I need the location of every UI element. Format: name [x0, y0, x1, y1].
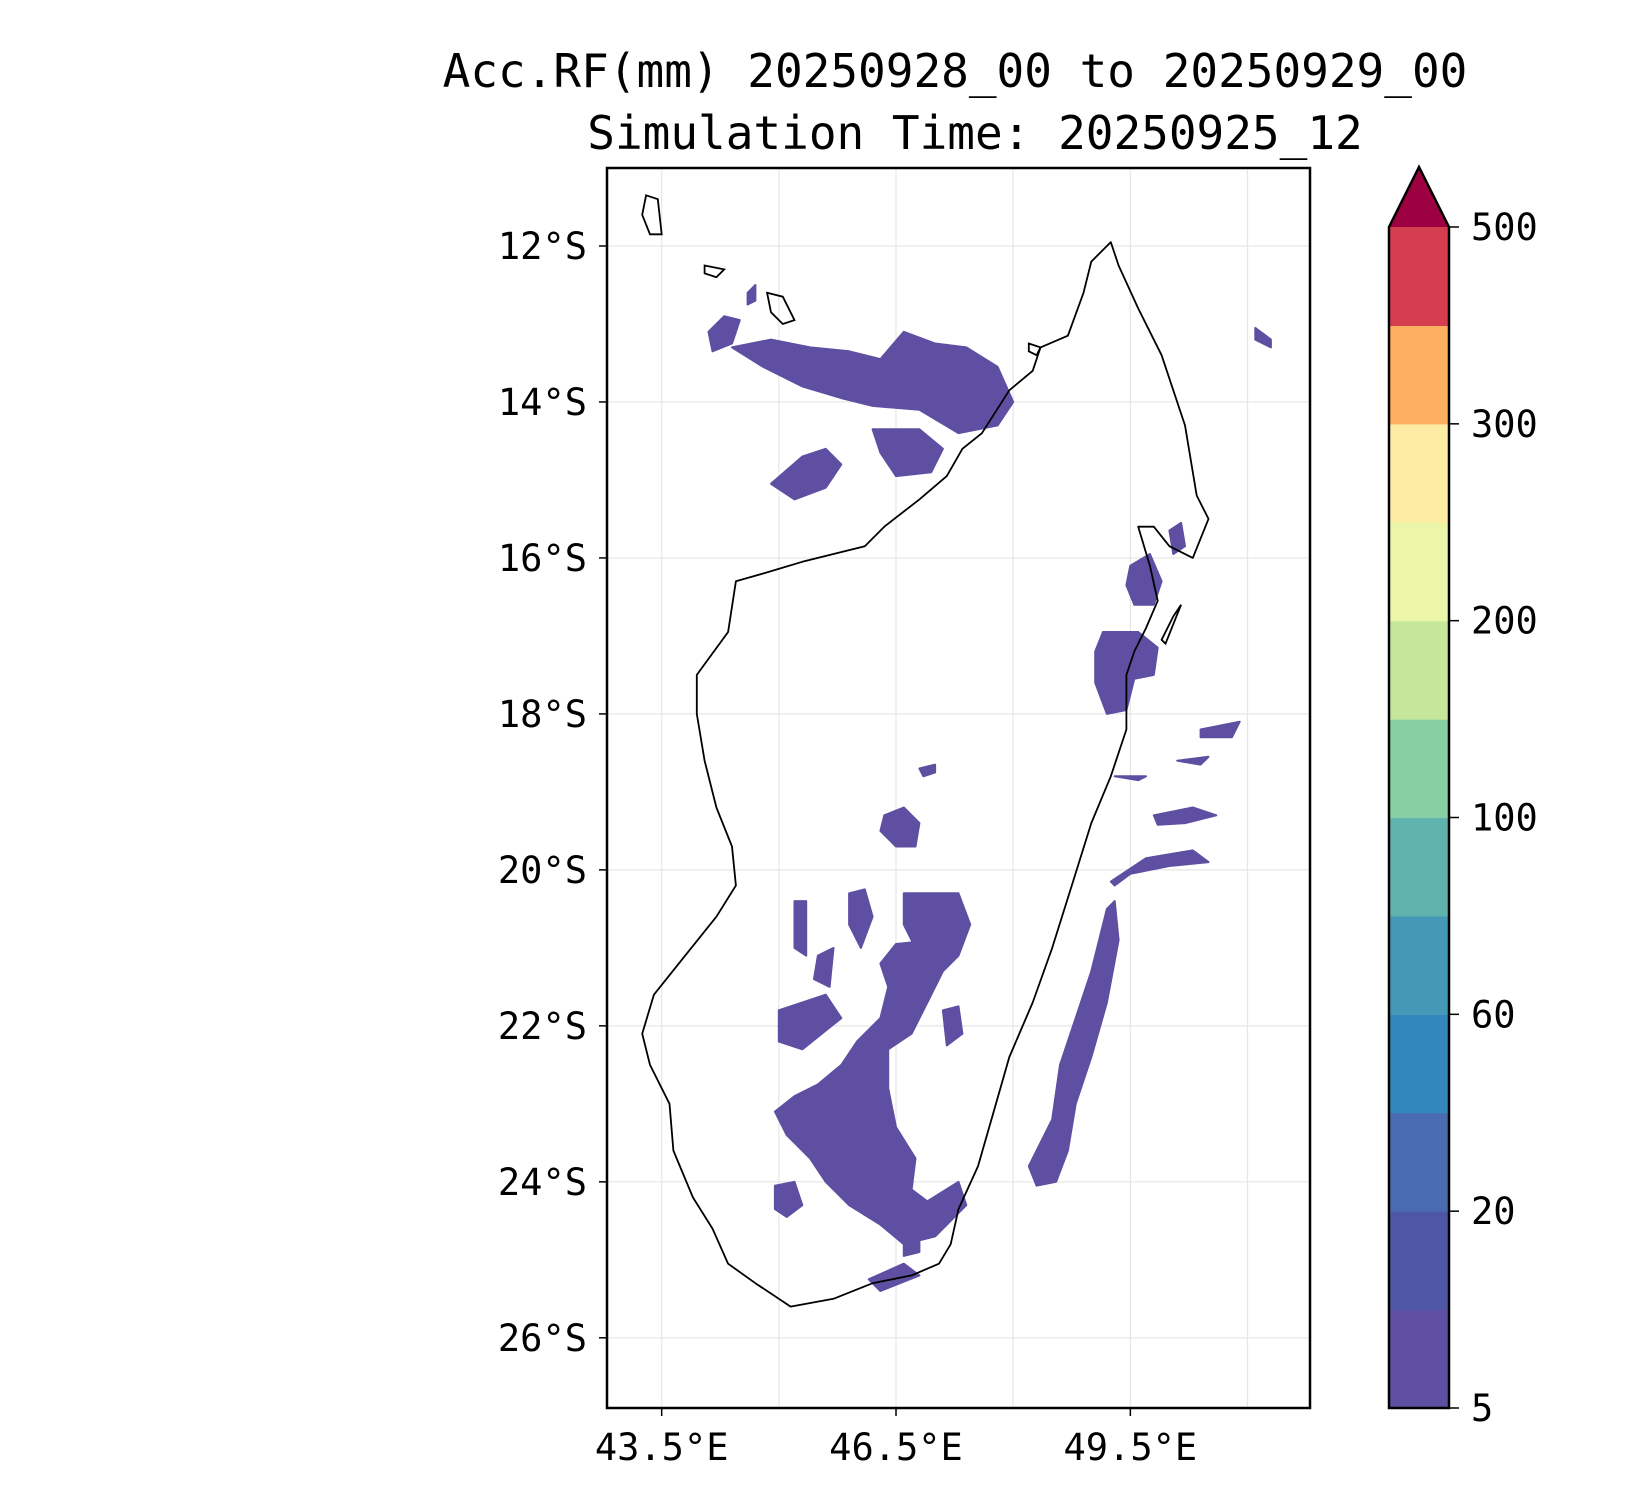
island-coastline	[1160, 604, 1182, 646]
rainfall-area	[1109, 849, 1210, 887]
colorbar-tick-label: 500	[1471, 206, 1538, 249]
colorbar-segment	[1389, 227, 1449, 327]
colorbar-segment	[1389, 817, 1449, 917]
longitude-ticks: 43.5°E 46.5°E 49.5°E	[595, 1408, 1197, 1469]
rainfall-area	[902, 1227, 921, 1257]
y-tick-label: 26°S	[498, 1317, 587, 1360]
rainfall-area	[918, 763, 937, 778]
latitude-ticks: 12°S 14°S 16°S 18°S 20°S 22°S 24°S 26°S	[498, 225, 607, 1360]
rainfall-area	[902, 892, 972, 981]
colorbar-segment	[1389, 620, 1449, 720]
rainfall-area	[867, 1262, 921, 1292]
colorbar-segment	[1389, 1014, 1449, 1114]
colorbar-segment	[1389, 1112, 1449, 1212]
colorbar-tick-label: 100	[1471, 797, 1538, 840]
colorbar-segment	[1389, 423, 1449, 523]
rainfall-area	[1199, 720, 1241, 739]
colorbar-outline	[1387, 164, 1451, 1410]
map-title: Acc.RF(mm) 20250928_00 to 20250929_00 Si…	[0, 40, 1650, 164]
x-tick-label: 46.5°E	[829, 1426, 963, 1469]
madagascar-coastline	[641, 241, 1210, 1308]
rainfall-area	[1168, 521, 1186, 555]
colorbar-tick-label: 300	[1471, 403, 1538, 446]
colorbar-segment	[1389, 915, 1449, 1015]
x-tick-label: 43.5°E	[595, 1426, 729, 1469]
rainfall-area	[793, 900, 808, 957]
rainfall-area	[879, 806, 921, 848]
rainfall-area	[777, 993, 843, 1051]
colorbar-segment	[1389, 522, 1449, 622]
title-line-1: Acc.RF(mm) 20250928_00 to 20250929_00	[442, 44, 1468, 98]
rainfall-areas	[707, 284, 1272, 1292]
map-frame	[605, 166, 1312, 1410]
colorbar-tick-label: 200	[1471, 600, 1538, 643]
island-coastline	[1027, 342, 1042, 357]
colorbar-extend-arrow	[1389, 167, 1449, 227]
rainfall-area	[1176, 755, 1210, 766]
rainfall-area	[813, 946, 835, 988]
y-tick-label: 24°S	[498, 1161, 587, 1204]
island-coastline	[765, 291, 796, 326]
rainfall-area	[707, 315, 741, 353]
rainfall-area	[1027, 900, 1120, 1187]
colorbar-segment	[1389, 1309, 1449, 1409]
colorbar-segment	[1389, 325, 1449, 425]
colorbar-tick-label: 5	[1471, 1387, 1493, 1430]
y-tick-label: 18°S	[498, 693, 587, 736]
colorbar-tick-label: 20	[1471, 1190, 1516, 1233]
rainfall-area	[770, 447, 843, 501]
title-line-2: Simulation Time: 20250925_12	[587, 106, 1363, 160]
rainfall-area	[1125, 553, 1163, 606]
island-coastline	[641, 194, 663, 236]
island-coastline	[703, 264, 727, 279]
x-tick-label: 49.5°E	[1064, 1426, 1198, 1469]
rainfall-area	[1113, 775, 1147, 782]
rainfall-area	[746, 284, 757, 306]
rainfall-area	[871, 428, 944, 478]
colorbar: 5 20 60 100 200 300 500	[1387, 164, 1538, 1430]
colorbar-segment	[1389, 719, 1449, 819]
rainfall-area	[731, 330, 1015, 435]
rainfall-area	[941, 1005, 964, 1047]
y-tick-label: 22°S	[498, 1005, 587, 1048]
rainfall-area	[848, 888, 874, 949]
rainfall-area	[773, 1180, 804, 1218]
rainfall-area	[1254, 326, 1272, 349]
colorbar-segment	[1389, 1211, 1449, 1311]
y-tick-label: 12°S	[498, 225, 587, 268]
y-tick-label: 14°S	[498, 381, 587, 424]
rainfall-area	[773, 939, 968, 1246]
y-tick-label: 16°S	[498, 537, 587, 580]
colorbar-tick-label: 60	[1471, 993, 1516, 1036]
rainfall-area	[1152, 806, 1218, 826]
coastline	[641, 194, 1210, 1308]
y-tick-label: 20°S	[498, 849, 587, 892]
